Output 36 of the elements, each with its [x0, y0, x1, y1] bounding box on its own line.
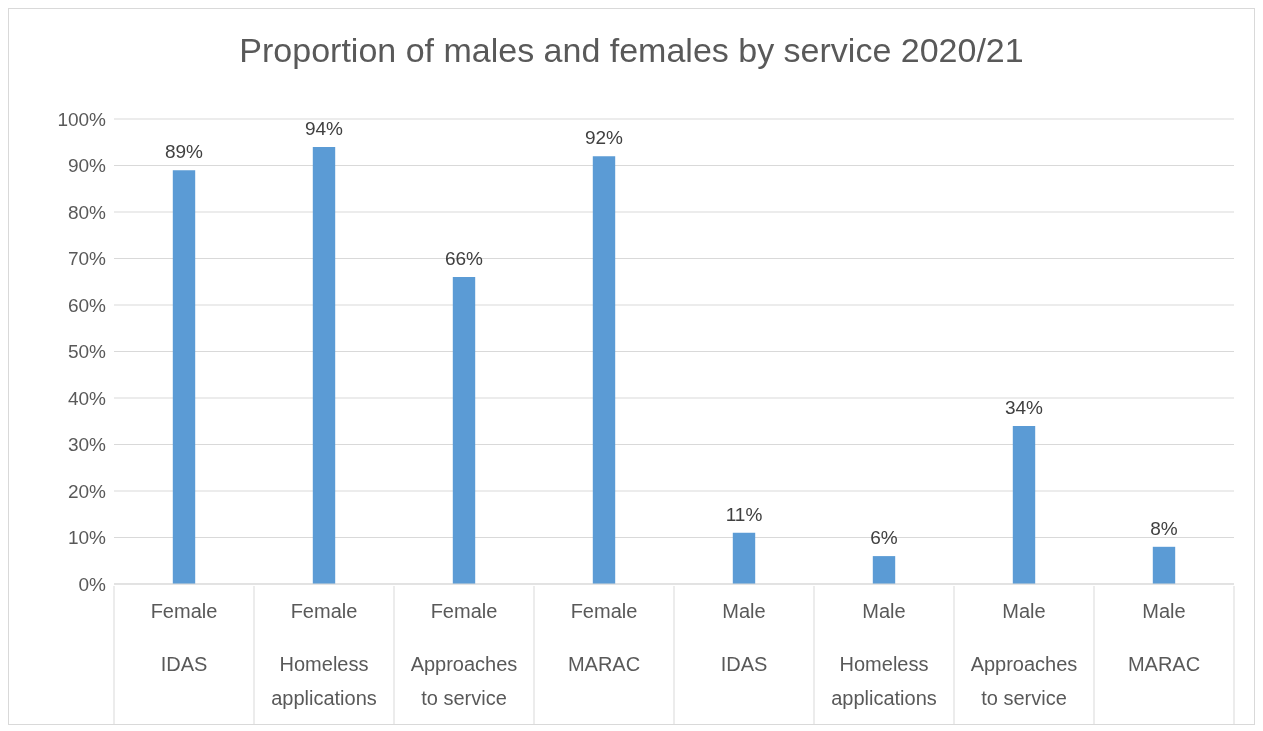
data-label: 34%: [1004, 396, 1044, 418]
y-tick-label: 90%: [67, 155, 107, 177]
category-label: Male Approaches to service: [970, 600, 1078, 709]
bar: [592, 156, 616, 584]
data-label: 66%: [444, 248, 484, 270]
y-tick-label: 40%: [67, 387, 107, 409]
category-label: Female Approaches to service: [410, 600, 518, 709]
chart-title: Proportion of males and females by service 2020/21: [238, 31, 1025, 70]
category-label: Male Homeless applications: [831, 600, 937, 709]
bar: [872, 556, 896, 584]
category-label: Female MARAC: [567, 600, 641, 675]
bar: [1012, 425, 1036, 584]
y-tick-label: 20%: [67, 480, 107, 502]
y-tick-label: 50%: [67, 341, 107, 363]
bar: [452, 277, 476, 584]
y-tick-label: 70%: [67, 248, 107, 270]
data-label: 92%: [584, 127, 624, 149]
bar: [312, 146, 336, 584]
bar: [732, 532, 756, 584]
category-label: Male MARAC: [1127, 600, 1201, 675]
data-label: 8%: [1150, 517, 1178, 539]
y-tick-label: 30%: [67, 434, 107, 456]
data-label: 94%: [304, 117, 344, 139]
data-label: 89%: [164, 141, 204, 163]
data-label: 6%: [870, 527, 898, 549]
category-label: Female IDAS: [150, 600, 218, 675]
y-tick-label: 0%: [78, 573, 107, 595]
y-tick-label: 60%: [67, 294, 107, 316]
bar: [1152, 546, 1176, 584]
y-tick-label: 10%: [67, 527, 107, 549]
category-label: Male IDAS: [720, 600, 768, 675]
y-tick-label: 100%: [57, 108, 107, 130]
bar: [172, 170, 196, 584]
category-label: Female Homeless applications: [271, 600, 377, 709]
y-tick-label: 80%: [67, 201, 107, 223]
data-label: 11%: [725, 503, 763, 525]
